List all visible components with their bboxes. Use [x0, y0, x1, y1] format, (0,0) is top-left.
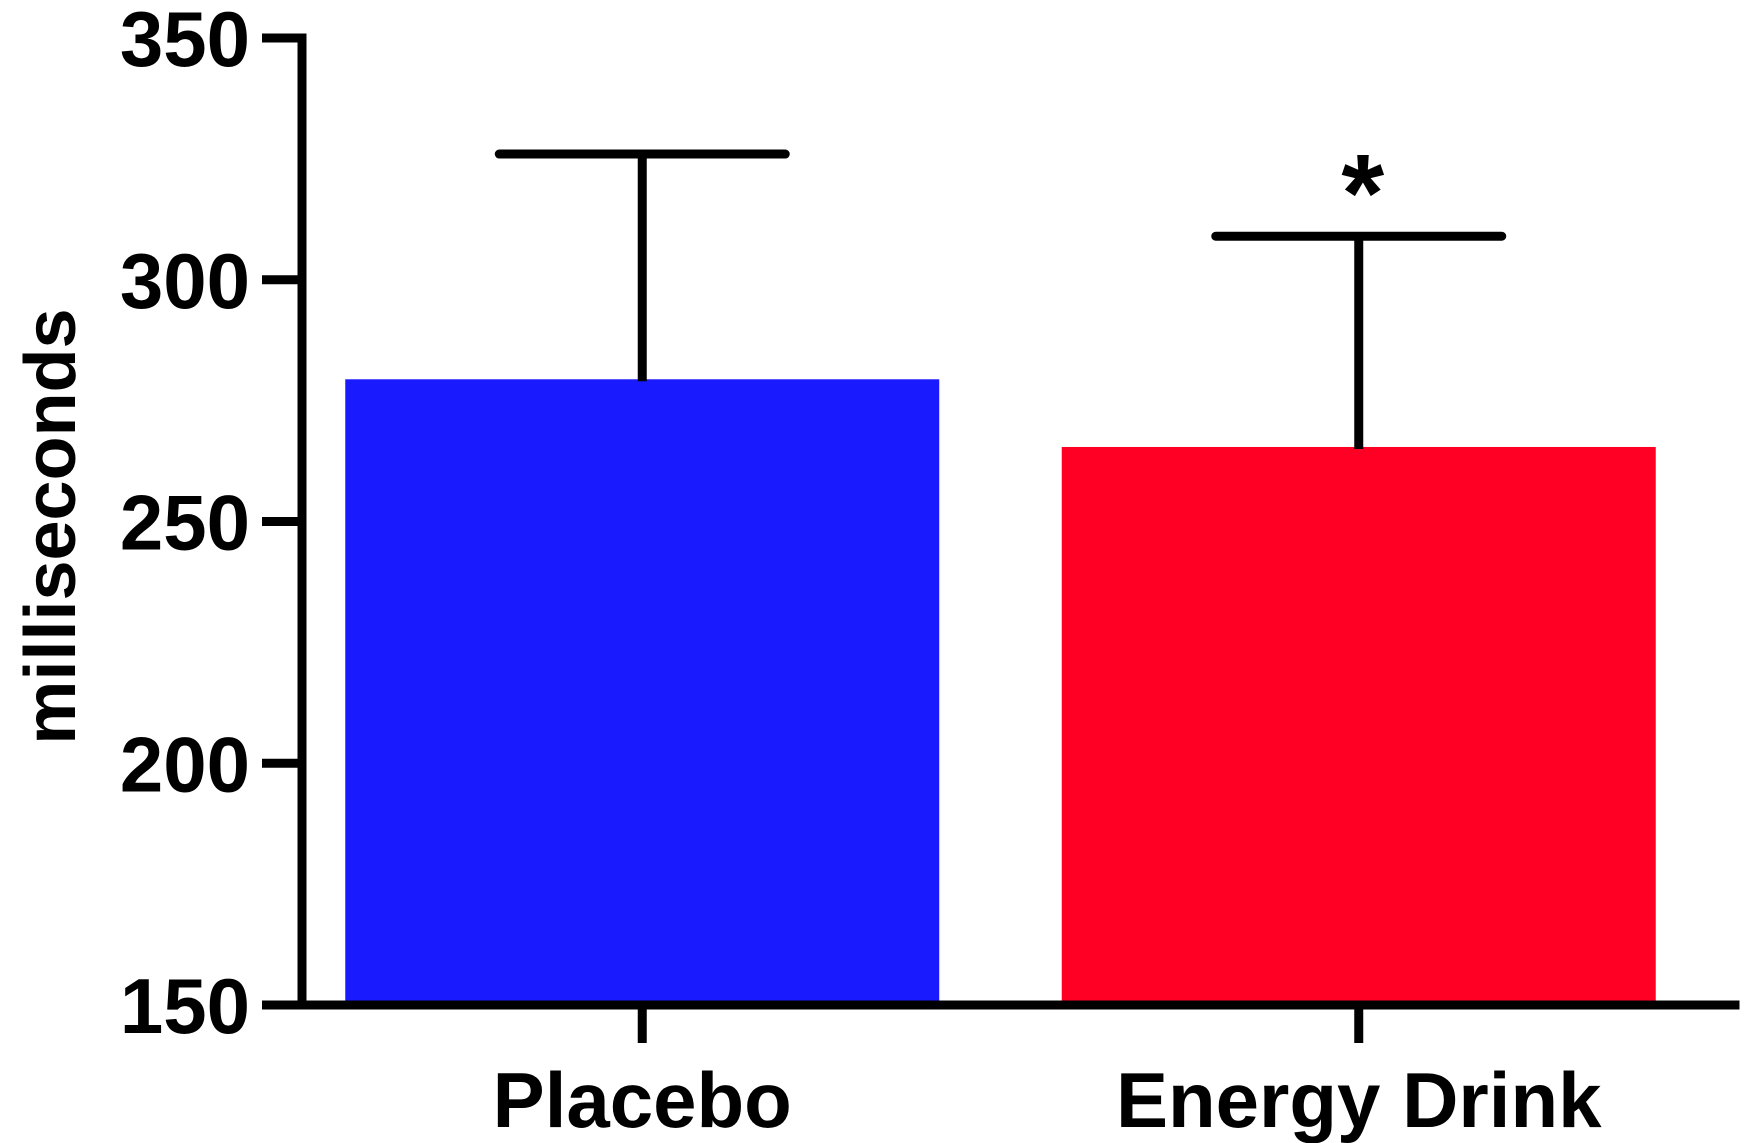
x-ticks-layer: Placebo Energy Drink — [493, 1005, 1602, 1143]
y-tick-label: 350 — [120, 0, 250, 83]
y-axis-title: milliseconds — [11, 308, 91, 744]
y-tick-label: 200 — [120, 720, 250, 808]
y-tick-label: 250 — [120, 479, 250, 567]
x-tick-label: Energy Drink — [1116, 1056, 1602, 1143]
bar-energy-drink — [1061, 446, 1656, 1008]
bars-layer — [345, 379, 1656, 1008]
y-ticks-layer: 150 200 250 300 350 — [120, 0, 302, 1050]
error-bars-layer — [494, 149, 1507, 449]
y-tick-label: 300 — [120, 237, 250, 325]
bar-placebo — [345, 379, 940, 1008]
annotations-layer: * — [1341, 132, 1384, 255]
x-tick-label: Placebo — [493, 1056, 792, 1143]
significance-asterisk: * — [1341, 132, 1384, 255]
y-tick-label: 150 — [120, 962, 250, 1050]
